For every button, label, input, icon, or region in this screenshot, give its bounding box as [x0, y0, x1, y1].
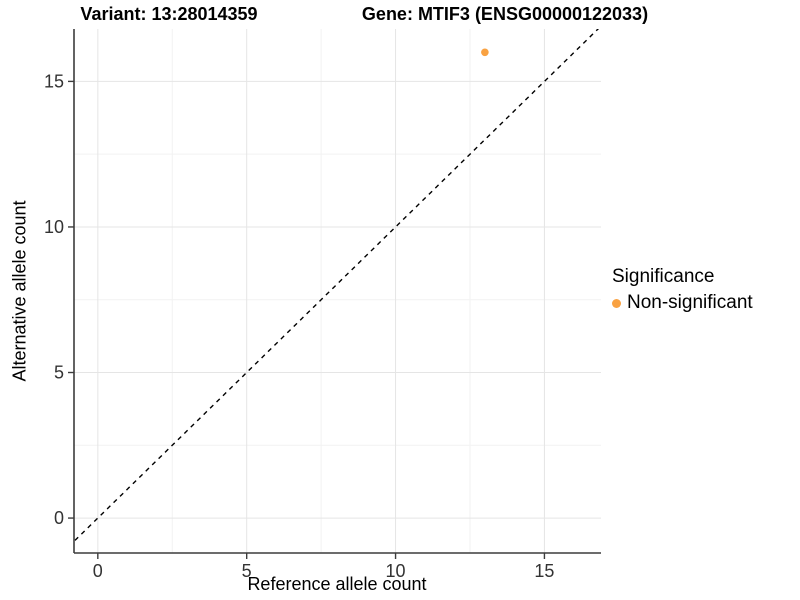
plot-title-gene: Gene: MTIF3 (ENSG00000122033): [361, 4, 649, 24]
x-axis-title: Reference allele count: [247, 574, 427, 594]
y-tick-label: 5: [54, 363, 64, 383]
legend-entry-nonsignificant: Non-significant: [612, 292, 753, 314]
legend-entry-label: Non-significant: [627, 292, 753, 313]
legend-point-icon: [612, 298, 621, 308]
x-tick-label: 0: [93, 561, 103, 581]
y-axis-title: Alternative allele count: [9, 200, 30, 382]
x-tick-label: 5: [242, 561, 252, 581]
plot-title-variant: Variant: 13:28014359: [80, 4, 258, 24]
identity-line: [74, 29, 600, 543]
x-tick-label: 10: [386, 561, 406, 581]
legend: Significance Non-significant: [612, 266, 753, 314]
y-tick-label: 10: [44, 217, 64, 237]
legend-title: Significance: [612, 266, 715, 287]
y-tick-label: 0: [54, 508, 64, 528]
data-point: [481, 48, 489, 57]
y-tick-label: 15: [44, 71, 64, 91]
x-tick-label: 15: [534, 561, 554, 581]
